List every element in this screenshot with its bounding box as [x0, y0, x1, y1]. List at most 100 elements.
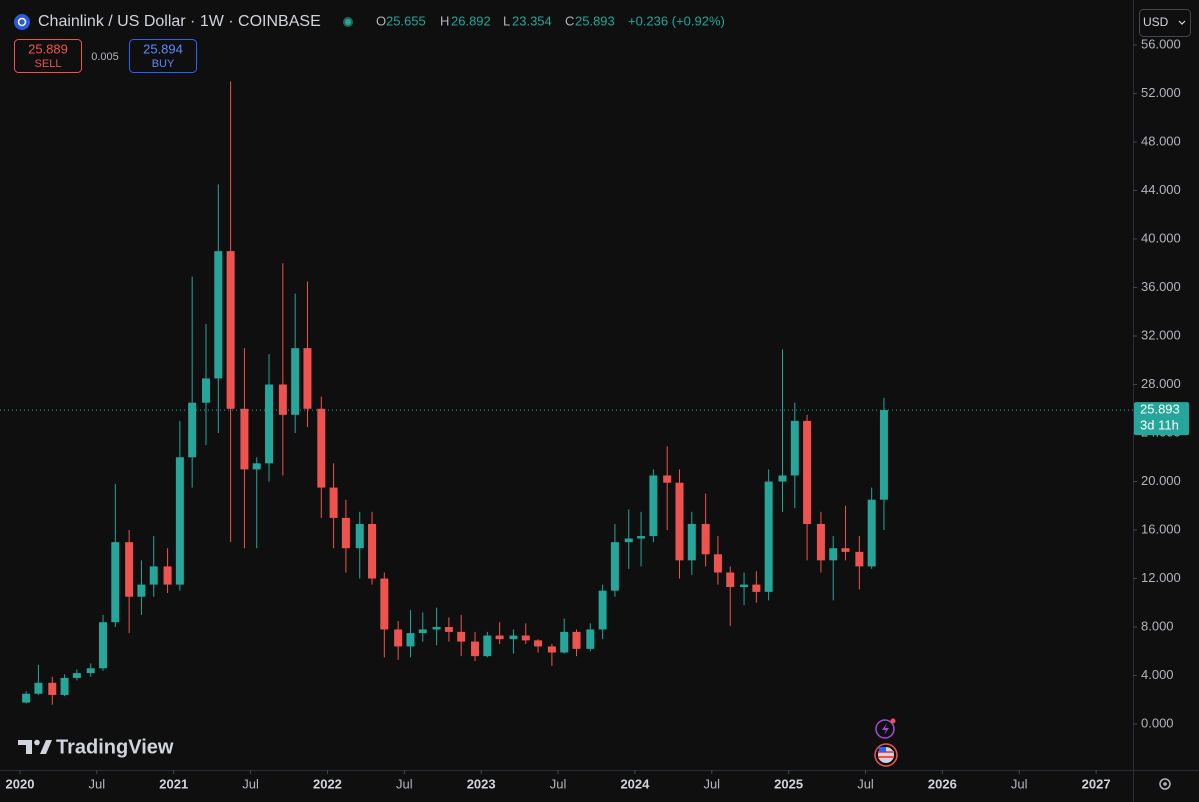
- low-label: L: [503, 13, 510, 28]
- candle-body: [72, 673, 81, 678]
- x-tick-label: 2025: [774, 776, 803, 791]
- candle-body: [99, 622, 107, 669]
- settings-icon[interactable]: [1159, 778, 1171, 790]
- candle-body: [471, 641, 480, 657]
- y-tick-label: 0.000: [1141, 715, 1174, 730]
- symbol-icon: [14, 14, 30, 30]
- event-icon[interactable]: [875, 719, 895, 739]
- y-tick-label: 36.000: [1141, 279, 1181, 294]
- settings-icon-center: [1163, 782, 1167, 786]
- y-tick-label: 8.000: [1141, 618, 1174, 633]
- y-tick-label: 20.000: [1141, 473, 1181, 488]
- candle-body: [303, 348, 312, 409]
- candle-body: [111, 542, 120, 623]
- candle-body: [790, 420, 799, 476]
- x-tick-label: Jul: [396, 776, 413, 791]
- high-label: H: [440, 13, 449, 28]
- buy-label: BUY: [152, 58, 175, 70]
- candle-body: [752, 584, 761, 592]
- candle-body: [444, 627, 453, 632]
- buy-button[interactable]: [129, 39, 197, 73]
- y-tick-label: 32.000: [1141, 327, 1181, 342]
- candle-body: [175, 457, 184, 585]
- close-label: C: [565, 13, 574, 28]
- candle-body: [457, 631, 466, 642]
- sell-button[interactable]: [14, 39, 82, 73]
- currency-label: USD: [1143, 15, 1169, 29]
- flag-icon[interactable]: [874, 743, 898, 767]
- brand-name: TradingView: [56, 736, 174, 758]
- open-value: 25.655: [386, 13, 426, 28]
- candle-body: [764, 481, 773, 592]
- flag-stripe: [878, 756, 894, 758]
- candle-body: [855, 551, 864, 567]
- candle-body: [867, 499, 876, 567]
- x-tick-label: Jul: [857, 776, 874, 791]
- candle-body: [226, 251, 235, 409]
- candle-body: [778, 475, 787, 482]
- candle-body: [483, 635, 492, 657]
- brand-logo: TradingView: [18, 736, 174, 758]
- candle-body: [137, 584, 146, 597]
- candle-body: [418, 629, 427, 634]
- candle-body: [713, 554, 722, 573]
- candle-body: [252, 463, 261, 470]
- candle-body: [34, 682, 43, 694]
- candle-body: [214, 251, 223, 379]
- market-status-dot: [345, 19, 351, 25]
- currency-chevron: [1178, 20, 1186, 25]
- y-tick-label: 48.000: [1141, 133, 1181, 148]
- candle-body: [341, 517, 350, 549]
- buy-price: 25.894: [143, 41, 183, 56]
- candle-body: [598, 590, 607, 630]
- candle-body: [265, 384, 274, 464]
- candle-body: [509, 635, 518, 640]
- brand-mark-slash: [40, 740, 52, 754]
- x-tick-label: 2027: [1082, 776, 1111, 791]
- candle-body: [394, 629, 403, 647]
- sell-price: 25.889: [28, 41, 68, 56]
- candle-body: [740, 584, 749, 588]
- x-tick-label: 2021: [159, 776, 188, 791]
- x-tick-label: 2024: [620, 776, 650, 791]
- candle-body: [663, 475, 672, 483]
- candle-body: [125, 542, 134, 597]
- candle-body: [240, 408, 249, 470]
- candle-body: [22, 693, 31, 703]
- last-price-label: 25.893: [1140, 402, 1180, 417]
- x-tick-label: Jul: [242, 776, 259, 791]
- high-value: 26.892: [451, 13, 491, 28]
- candle-body: [547, 646, 556, 653]
- candle-body: [521, 635, 530, 641]
- candle-body: [637, 536, 646, 539]
- y-tick-label: 40.000: [1141, 230, 1181, 245]
- y-tick-label: 56.000: [1141, 36, 1181, 51]
- x-tick-label: 2023: [467, 776, 496, 791]
- candle-body: [675, 482, 684, 561]
- candle-body: [841, 548, 850, 552]
- candle-body: [610, 542, 619, 591]
- currency-select[interactable]: [1139, 9, 1191, 37]
- y-tick-label: 28.000: [1141, 376, 1181, 391]
- candle-body: [291, 348, 300, 415]
- x-tick-label: 2022: [313, 776, 342, 791]
- candle-body: [317, 408, 326, 488]
- close-value: 25.893: [575, 13, 615, 28]
- candle-body: [649, 475, 658, 537]
- candle-body: [803, 420, 812, 524]
- y-tick-label: 52.000: [1141, 85, 1181, 100]
- candle-body: [816, 523, 825, 561]
- symbol-title[interactable]: Chainlink / US Dollar · 1W · COINBASE: [38, 13, 321, 30]
- candles: [22, 81, 888, 705]
- x-tick-label: Jul: [550, 776, 567, 791]
- x-tick-label: 2020: [6, 776, 35, 791]
- y-tick-label: 44.000: [1141, 182, 1181, 197]
- brand-mark-dot: [34, 739, 40, 746]
- x-tick-label: Jul: [703, 776, 720, 791]
- candle-body: [406, 633, 415, 647]
- candle-body: [202, 378, 210, 403]
